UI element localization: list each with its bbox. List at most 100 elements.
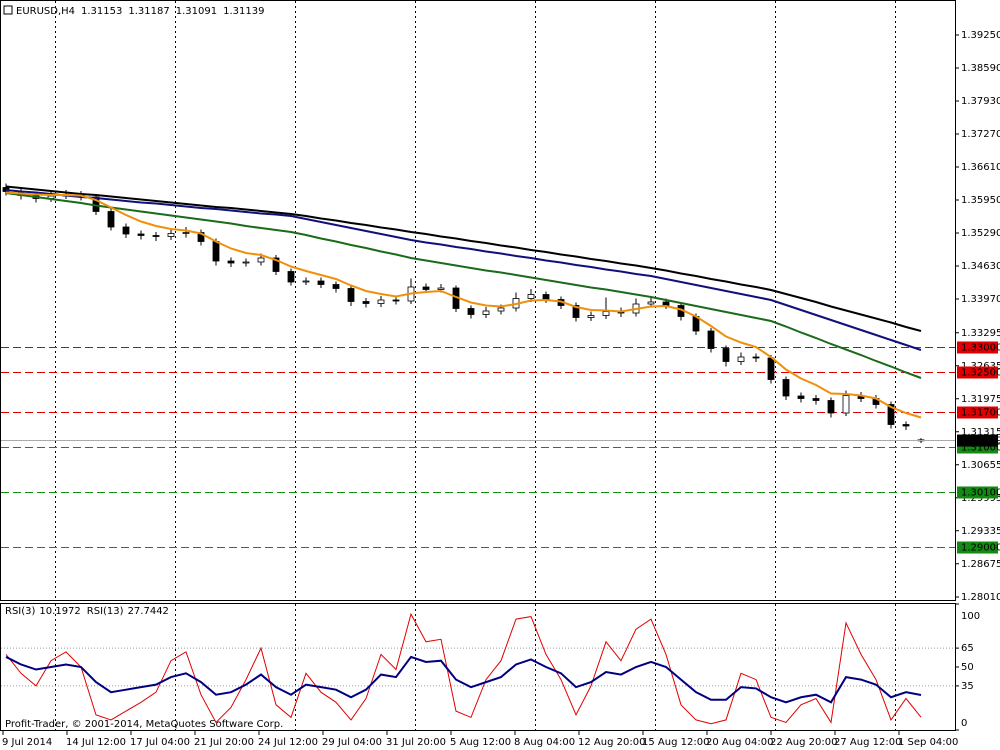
last-high: 1.31187 <box>128 6 169 17</box>
candle-body <box>317 280 325 285</box>
y-tick-label: 1.31975 <box>961 394 1000 405</box>
candle-body <box>662 301 670 306</box>
price-level-tag <box>957 366 998 379</box>
candle-body <box>587 315 595 318</box>
x-tick-label: 1 Sep 04:00 <box>898 737 958 748</box>
x-tick-label: 17 Jul 04:00 <box>130 737 190 748</box>
candle-body <box>827 400 835 414</box>
candle-body <box>887 404 895 425</box>
x-tick-label: 31 Jul 20:00 <box>386 737 446 748</box>
y-tick-label: 1.34630 <box>961 261 1000 272</box>
candle-body <box>422 286 430 290</box>
indicator-title: RSI(3) 10.1972 RSI(13) 27.7442 <box>5 606 169 617</box>
indicator-name: RSI(3) <box>5 606 36 617</box>
x-tick-label: 20 Aug 04:00 <box>706 737 773 748</box>
last-close: 1.31139 <box>223 6 264 17</box>
symbol: EURUSD,H4 <box>16 6 75 17</box>
candle-body <box>392 299 400 302</box>
y-tick-label: 1.31315 <box>961 427 1000 438</box>
current-price-tag <box>957 434 998 447</box>
moving-average <box>5 191 922 419</box>
indicator-panel <box>0 603 956 731</box>
indicator-y-tick-label: 0 <box>961 718 967 729</box>
price-level-label: 1.30100 <box>961 488 1000 499</box>
candle-body <box>542 294 550 300</box>
candle-body <box>302 280 310 283</box>
moving-average <box>5 189 922 351</box>
price-level-label: 1.33000 <box>961 343 1000 354</box>
candle-body <box>437 287 445 290</box>
candle-body <box>572 305 580 318</box>
x-tick-label: 24 Jul 12:00 <box>258 737 318 748</box>
price-level-label: 1.32500 <box>961 368 1000 379</box>
x-tick-label: 9 Jul 2014 <box>2 737 52 748</box>
x-tick-label: 5 Aug 12:00 <box>450 737 511 748</box>
symbol-icon <box>3 5 13 15</box>
price-level-tag <box>957 406 998 419</box>
y-tick-label: 1.37270 <box>961 129 1000 140</box>
indicator-y-tick-label: 35 <box>961 681 974 692</box>
price-level-tag <box>957 541 998 554</box>
candle-body <box>482 310 490 315</box>
x-tick-label: 14 Jul 12:00 <box>66 737 126 748</box>
candle-body <box>347 288 355 302</box>
candle-body <box>527 294 535 299</box>
y-tick-label: 1.32635 <box>961 361 1000 372</box>
candle-body <box>167 233 175 237</box>
candle-body <box>722 348 730 362</box>
moving-average <box>5 192 922 379</box>
candle-body <box>152 235 160 237</box>
candle-body <box>602 311 610 316</box>
y-tick-label: 1.35290 <box>961 228 1000 239</box>
candle-body <box>707 330 715 349</box>
indicator-y-tick-label: 50 <box>961 662 974 673</box>
x-tick-label: 12 Aug 20:00 <box>578 737 645 748</box>
candle-body <box>902 424 910 427</box>
x-tick-label: 21 Jul 20:00 <box>194 737 254 748</box>
price-panel <box>0 0 956 601</box>
x-tick-label: 8 Aug 04:00 <box>514 737 575 748</box>
indicator-line <box>5 655 922 704</box>
candle-body <box>257 257 265 263</box>
y-tick-label: 1.33295 <box>961 328 1000 339</box>
price-level-label: 1.31000 <box>961 443 1000 454</box>
indicator-value: 10.1972 <box>39 606 80 617</box>
candle-body <box>332 284 340 289</box>
y-tick-label: 1.28675 <box>961 559 1000 570</box>
candle-body <box>137 233 145 236</box>
candle-body <box>737 356 745 362</box>
candle-body <box>467 308 475 315</box>
y-tick-label: 1.30655 <box>961 460 1000 471</box>
price-level-tag <box>957 486 998 499</box>
candle-body <box>107 211 115 228</box>
candle-body <box>797 395 805 399</box>
price-level-label: 1.29000 <box>961 543 1000 554</box>
copyright: Profit-Trader, © 2001-2014, MetaQuotes S… <box>5 719 283 730</box>
candle-body <box>812 398 820 401</box>
indicator-y-tick-label: 65 <box>961 643 974 654</box>
candle-body <box>362 301 370 304</box>
candle-body <box>842 395 850 414</box>
candle-body <box>212 241 220 262</box>
candle-body <box>767 357 775 380</box>
candle-body <box>287 271 295 283</box>
moving-average <box>5 185 922 332</box>
indicator-value: 27.7442 <box>128 606 169 617</box>
candle-body <box>227 260 235 264</box>
candle-body <box>782 379 790 397</box>
candle-body <box>272 257 280 272</box>
candle-body <box>647 301 655 305</box>
current-price-label: 1.31139 <box>961 436 1000 447</box>
y-tick-label: 1.37930 <box>961 96 1000 107</box>
indicator-y-tick-label: 100 <box>961 611 980 622</box>
candle-body <box>377 299 385 304</box>
indicator-line <box>5 612 922 725</box>
indicator-name: RSI(13) <box>87 606 124 617</box>
y-tick-label: 1.33970 <box>961 294 1000 305</box>
candle-body <box>242 261 250 264</box>
chart-header: EURUSD,H4 1.31153 1.31187 1.31091 1.31139 <box>16 6 264 17</box>
y-tick-label: 1.29335 <box>961 526 1000 537</box>
last-low: 1.31091 <box>176 6 217 17</box>
x-tick-label: 15 Aug 12:00 <box>642 737 709 748</box>
candle-body <box>122 226 130 235</box>
